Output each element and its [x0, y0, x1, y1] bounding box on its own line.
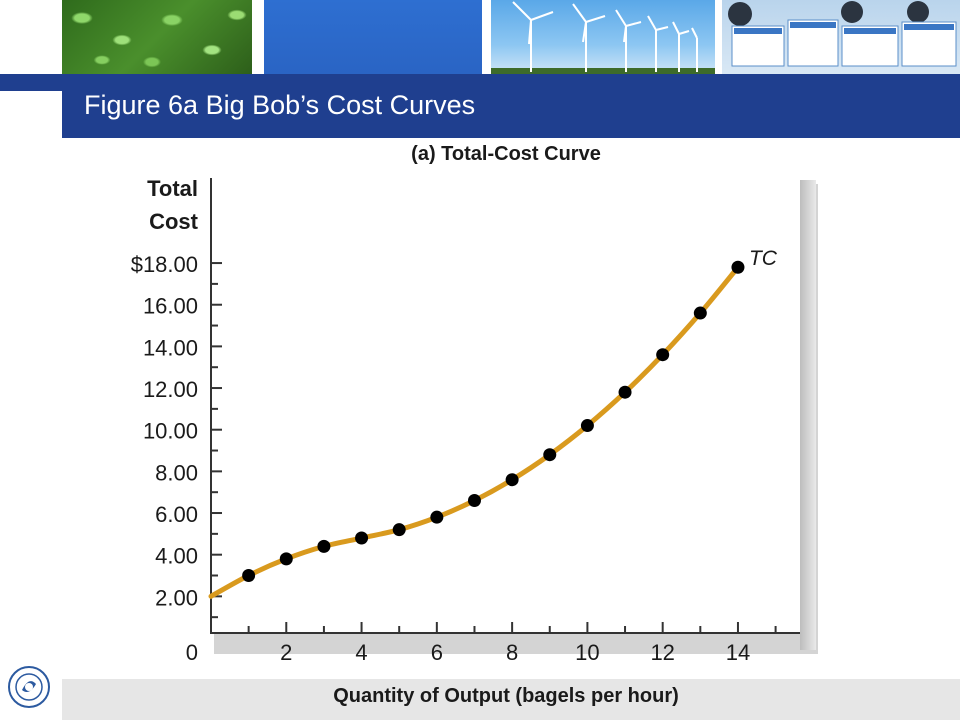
y-axis-label-line2: Cost — [149, 209, 199, 234]
x-tick-label: 14 — [726, 640, 750, 665]
y-axis-label-line1: Total — [147, 176, 198, 201]
university-seal-logo — [8, 666, 50, 708]
y-tick-label: 0 — [186, 640, 198, 665]
blue-panel — [264, 0, 482, 74]
x-tick-label: 10 — [575, 640, 599, 665]
data-point — [693, 306, 707, 320]
data-point — [731, 260, 745, 274]
y-tick-label: 8.00 — [155, 460, 198, 485]
data-point — [505, 473, 519, 487]
y-tick-label: 16.00 — [143, 294, 198, 319]
leaves-photo — [62, 0, 252, 74]
data-point — [543, 448, 557, 462]
y-tick-label: 6.00 — [155, 502, 198, 527]
data-point — [317, 539, 331, 553]
x-tick-label: 4 — [355, 640, 367, 665]
x-tick-label: 6 — [431, 640, 443, 665]
software-screenshots-photo — [722, 0, 960, 74]
y-tick-label: 10.00 — [143, 419, 198, 444]
x-tick-label: 8 — [506, 640, 518, 665]
y-tick-label: 14.00 — [143, 335, 198, 360]
plot-panel — [210, 180, 800, 632]
chart-title: (a) Total-Cost Curve — [411, 143, 601, 165]
y-tick-label: 12.00 — [143, 377, 198, 402]
data-point — [656, 348, 670, 362]
data-point — [279, 552, 293, 566]
plot-panel-edge — [800, 180, 816, 650]
data-point — [430, 510, 444, 524]
data-point — [580, 419, 594, 433]
wind-turbines-photo — [491, 0, 715, 74]
data-point — [618, 385, 632, 399]
x-axis-label: Quantity of Output (bagels per hour) — [333, 685, 679, 707]
x-tick-label: 2 — [280, 640, 292, 665]
y-tick-label: $18.00 — [131, 252, 198, 277]
title-bar — [62, 74, 960, 138]
slide-title: Figure 6a Big Bob’s Cost Curves — [84, 90, 476, 120]
y-tick-label: 2.00 — [155, 585, 198, 610]
data-point — [242, 569, 256, 583]
data-point — [392, 523, 406, 537]
data-point — [355, 531, 369, 545]
y-tick-label: 4.00 — [155, 544, 198, 569]
data-point — [467, 494, 481, 508]
series-label-tc: TC — [749, 247, 778, 270]
left-accent-stripe — [0, 74, 62, 91]
footer-bar — [62, 679, 960, 720]
x-tick-label: 12 — [650, 640, 674, 665]
